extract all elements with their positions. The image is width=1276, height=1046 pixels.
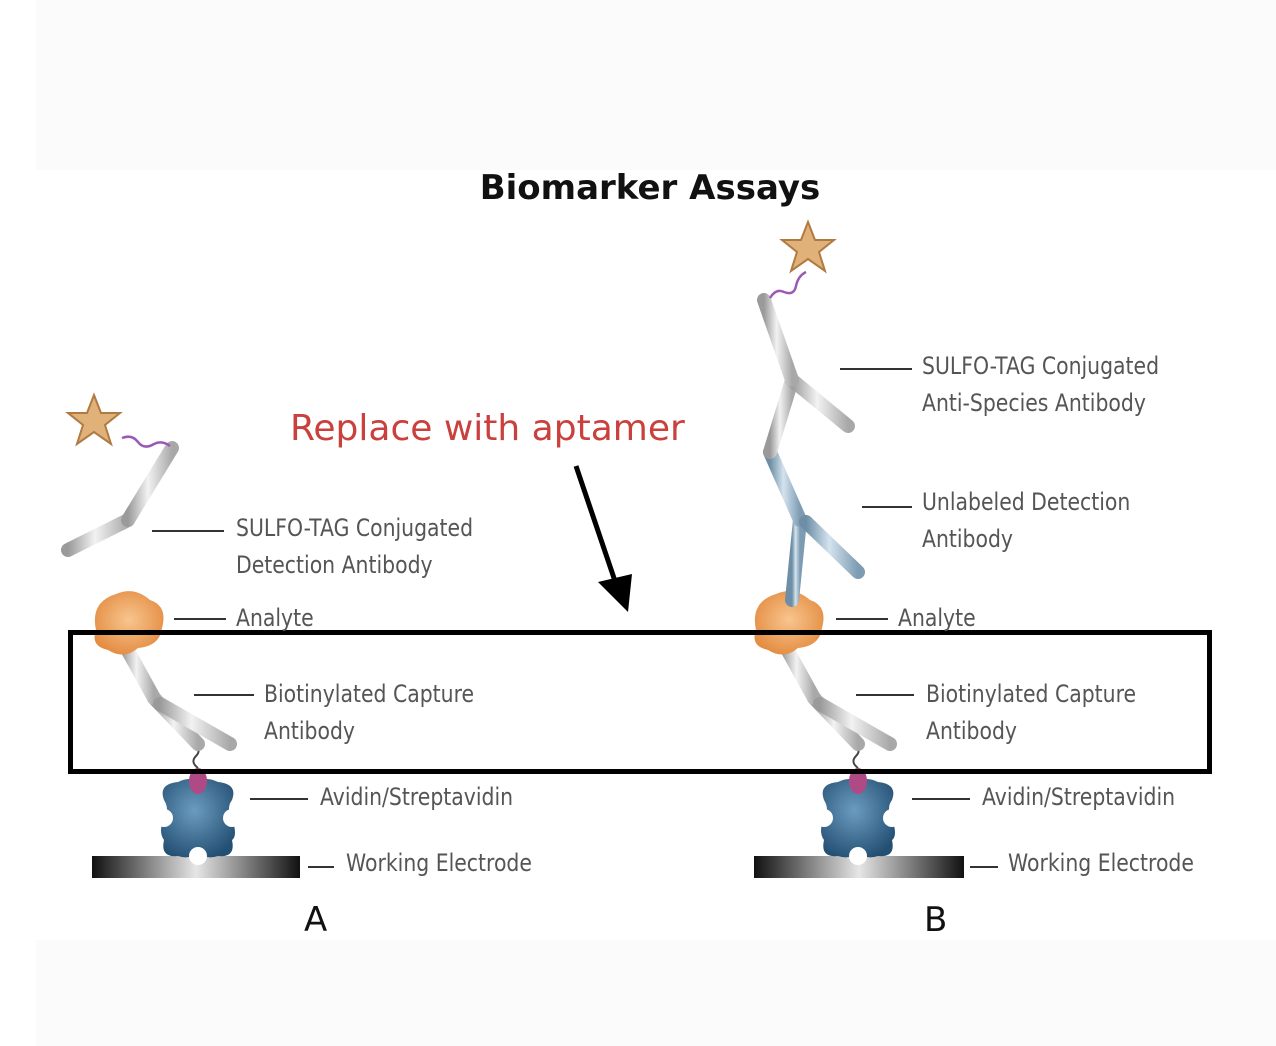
label-line: SULFO-TAG Conjugated (922, 352, 1160, 380)
sulfo-tag-star-b (779, 219, 837, 274)
biotin-b (849, 768, 867, 794)
callout-line (862, 506, 912, 508)
label-line: Antibody (264, 717, 356, 745)
label-working-electrode-a: Working Electrode (346, 849, 532, 877)
sulfo-tag-star-a (65, 392, 123, 447)
label-line: Biotinylated Capture (926, 680, 1137, 708)
callout-line (912, 798, 970, 800)
label-biotinylated-capture-antibody-b: Biotinylated Capture Antibody (926, 676, 1136, 750)
anti-species-antibody-b (757, 293, 855, 459)
avidin-b (815, 779, 901, 865)
panel-a-illustration (61, 392, 300, 878)
label-analyte-b: Analyte (898, 604, 976, 632)
label-biotinylated-capture-antibody-a: Biotinylated Capture Antibody (264, 676, 474, 750)
label-sulfo-tag-anti-species-antibody: SULFO-TAG Conjugated Anti-Species Antibo… (922, 348, 1159, 422)
detection-antibody-a (61, 441, 179, 607)
panel-letter-b: B (924, 900, 948, 940)
avidin-a (155, 779, 241, 865)
label-avidin-b: Avidin/Streptavidin (982, 783, 1176, 811)
label-unlabeled-detection-antibody: Unlabeled Detection Antibody (922, 484, 1130, 558)
analyte-a (94, 591, 164, 655)
label-line: SULFO-TAG Conjugated (236, 514, 474, 542)
electrode-b (754, 856, 964, 878)
label-line: Anti-Species Antibody (922, 389, 1146, 417)
label-line: Detection Antibody (236, 551, 433, 579)
callout-line (840, 368, 912, 370)
panel-b-illustration (747, 219, 964, 878)
callout-line (174, 618, 226, 620)
background-band-bottom (36, 940, 1276, 1046)
biotin-a (189, 768, 207, 794)
callout-line (856, 694, 914, 696)
label-avidin-a: Avidin/Streptavidin (320, 783, 514, 811)
label-sulfo-tag-detection-antibody: SULFO-TAG Conjugated Detection Antibody (236, 510, 473, 584)
callout-line (152, 530, 224, 532)
label-line: Biotinylated Capture (264, 680, 475, 708)
unlabeled-detection-antibody-b (763, 445, 865, 607)
panel-letter-a: A (304, 900, 328, 940)
callout-line (250, 798, 308, 800)
replace-with-aptamer-note: Replace with aptamer (290, 408, 685, 449)
capture-antibody-highlight-box (68, 630, 1212, 774)
callout-line (836, 618, 888, 620)
callout-line (970, 866, 998, 868)
background-band-top (36, 0, 1276, 170)
diagram-title: Biomarker Assays (479, 168, 821, 208)
analyte-b (754, 591, 824, 655)
label-line: Unlabeled Detection (922, 488, 1131, 516)
label-working-electrode-b: Working Electrode (1008, 849, 1194, 877)
callout-line (308, 866, 334, 868)
label-line: Antibody (922, 525, 1014, 553)
arrow-icon (573, 465, 632, 612)
electrode-a (92, 856, 300, 878)
callout-line (194, 694, 254, 696)
label-analyte-a: Analyte (236, 604, 314, 632)
label-line: Antibody (926, 717, 1018, 745)
